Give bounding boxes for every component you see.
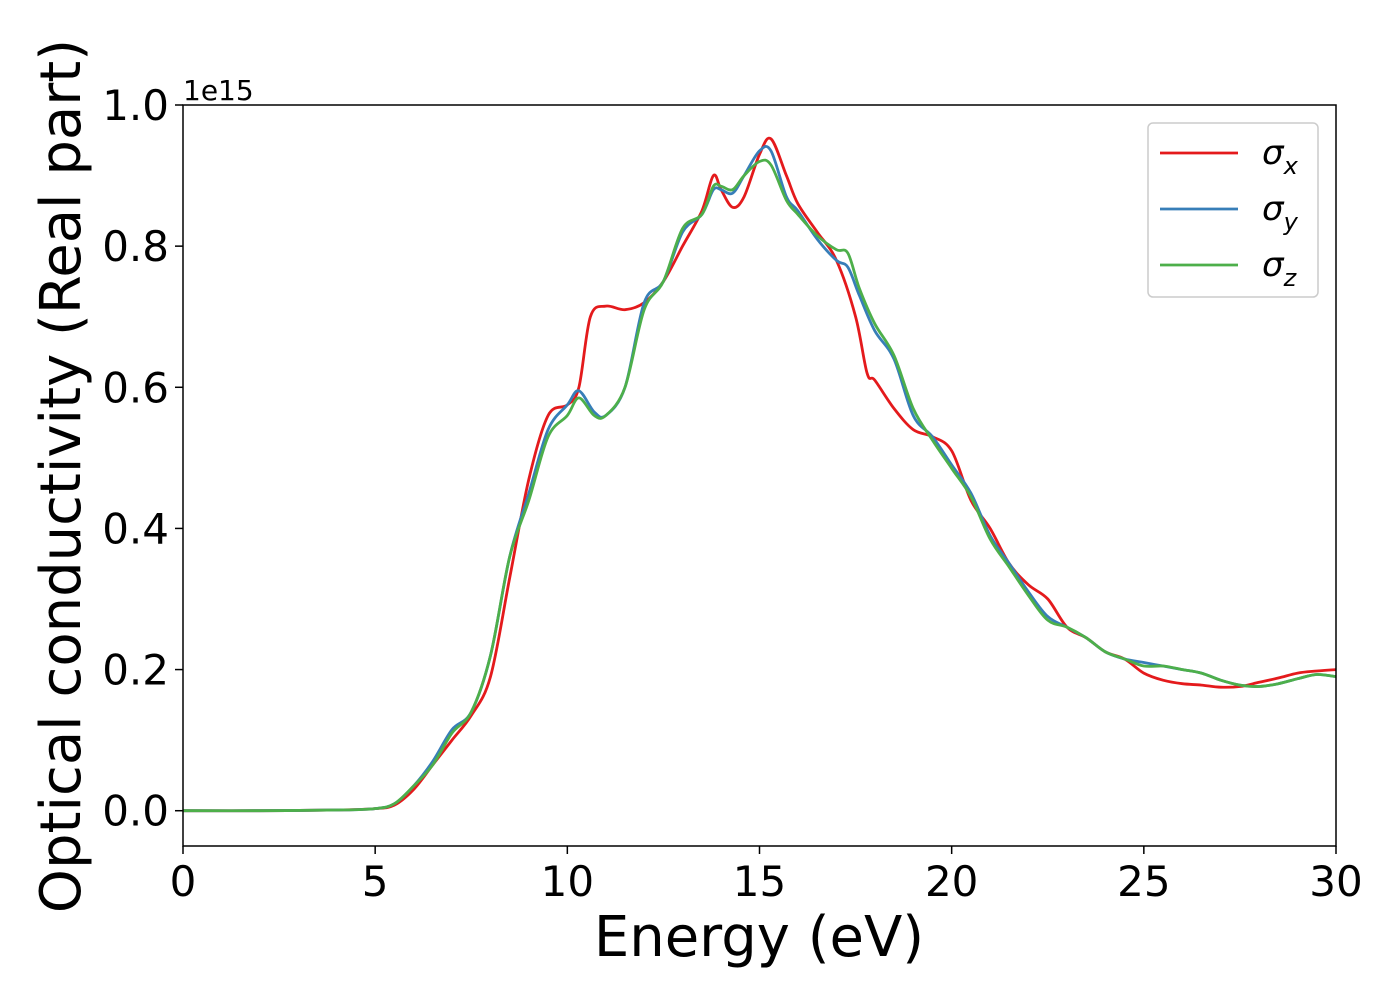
- x-tick-label: 5: [362, 857, 389, 906]
- y-tick-label: 0.8: [102, 222, 169, 271]
- x-tick-label: 20: [925, 857, 978, 906]
- x-tick-label: 30: [1309, 857, 1362, 906]
- x-tick-label: 15: [733, 857, 786, 906]
- x-tick-label: 10: [541, 857, 594, 906]
- y-tick-label: 0.6: [102, 363, 169, 412]
- y-tick-label: 0.2: [102, 646, 169, 695]
- y-tick-label: 0.4: [102, 504, 169, 553]
- y-tick-label: 1.0: [102, 81, 169, 130]
- x-tick-label: 0: [170, 857, 197, 906]
- y-axis-ticks: 0.0 0.2 0.4 0.6 0.8 1.0: [102, 81, 183, 836]
- x-axis-label: Energy (eV): [594, 905, 924, 970]
- x-tick-label: 25: [1117, 857, 1170, 906]
- series-line-z: [182, 158, 1337, 813]
- y-tick-label: 0.0: [102, 787, 169, 836]
- x-axis-ticks: 0 5 10 15 20 25 30: [170, 846, 1363, 906]
- y-offset-label: 1e15: [183, 74, 254, 107]
- plot-lines: [182, 136, 1337, 813]
- y-axis-label: Optical conductivity (Real part): [29, 39, 94, 913]
- series-line-x: [182, 136, 1337, 813]
